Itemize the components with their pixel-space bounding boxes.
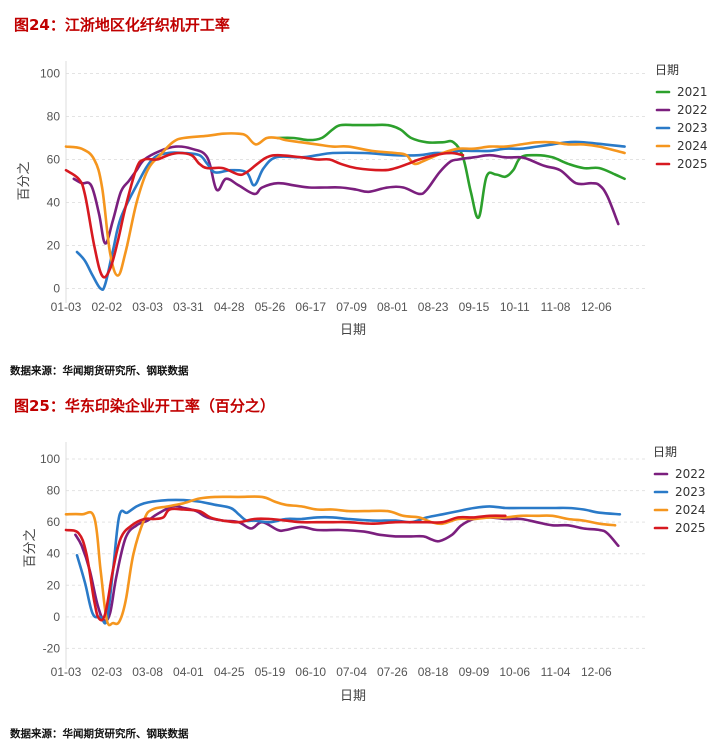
x-tick-label: 01-03: [51, 665, 82, 679]
x-axis-title: 日期: [340, 689, 366, 704]
legend-label-2022: 2022: [675, 467, 706, 481]
x-tick-label: 09-09: [459, 665, 490, 679]
x-tick-label: 03-08: [132, 665, 163, 679]
series-line-2022: [74, 504, 620, 623]
x-tick-label: 09-15: [459, 300, 490, 314]
x-tick-label: 04-25: [214, 665, 245, 679]
legend-title: 日期: [653, 445, 677, 459]
x-tick-label: 04-28: [214, 300, 245, 314]
y-tick-label: 0: [53, 610, 60, 624]
y-tick-label: 80: [47, 109, 61, 123]
series-line-2022: [72, 145, 620, 245]
y-tick-label: 40: [47, 196, 61, 210]
chart2-plot: -20 0 20 40 60 80 100 01-03 02-03 03-08 04-01 04-25…: [23, 442, 706, 704]
x-tick-label: 12-06: [581, 300, 612, 314]
x-tick-label: 07-04: [336, 665, 367, 679]
y-tick-label: 100: [40, 452, 60, 466]
series-line-2024: [64, 495, 617, 627]
y-tick-label: 60: [47, 515, 61, 529]
x-tick-label: 06-17: [295, 300, 326, 314]
x-tick-label: 08-23: [418, 300, 449, 314]
x-tick-label: 11-04: [541, 665, 571, 679]
series-line-2024: [64, 132, 626, 277]
series-line-2025: [64, 151, 465, 279]
legend-label-2023: 2023: [677, 121, 708, 135]
y-tick-label: 40: [47, 547, 61, 561]
y-tick-label: 0: [53, 282, 60, 296]
x-tick-label: 08-01: [377, 300, 408, 314]
legend-label-2024: 2024: [677, 139, 708, 153]
x-tick-label: 12-06: [581, 665, 612, 679]
x-tick-label: 10-11: [500, 300, 530, 314]
x-tick-label: 08-18: [418, 665, 449, 679]
y-tick-label: 80: [47, 484, 61, 498]
x-tick-label: 07-26: [377, 665, 408, 679]
y-tick-label: 20: [47, 239, 61, 253]
series-line-2025: [64, 507, 507, 622]
chart2-source: 数据来源：华闻期货研究所、钢联数据: [10, 728, 189, 740]
chart2-title: 图25：华东印染企业开工率（百分之）: [14, 397, 275, 415]
series-line-2021: [276, 123, 626, 220]
x-tick-label: 01-03: [51, 300, 82, 314]
legend-label-2021: 2021: [677, 85, 708, 99]
y-tick-label: 100: [40, 66, 60, 80]
x-axis-title: 日期: [340, 323, 366, 338]
y-axis-title: 百分之: [23, 528, 38, 567]
x-tick-label: 05-26: [255, 300, 286, 314]
x-tick-label: 04-01: [173, 665, 204, 679]
x-tick-label: 02-03: [91, 665, 122, 679]
y-tick-label: 60: [47, 152, 61, 166]
chart1-source: 数据来源：华闻期货研究所、钢联数据: [10, 365, 189, 377]
legend-label-2024: 2024: [675, 503, 706, 517]
x-tick-label: 06-10: [295, 665, 326, 679]
x-tick-label: 03-03: [132, 300, 163, 314]
legend-title: 日期: [655, 63, 679, 77]
legend-label-2025: 2025: [677, 157, 708, 171]
y-tick-label: -20: [43, 641, 61, 655]
x-tick-label: 02-02: [91, 300, 122, 314]
x-tick-label: 03-31: [173, 300, 204, 314]
series-line-2023: [75, 140, 626, 291]
legend-label-2025: 2025: [675, 521, 706, 535]
x-tick-label: 07-09: [336, 300, 367, 314]
chart1-plot: 0 20 40 60 80 100 01-03 02-02 03-03 03-31 04-28 05-…: [17, 61, 708, 338]
x-tick-label: 10-06: [499, 665, 530, 679]
y-tick-label: 20: [47, 578, 61, 592]
chart1-title: 图24：江浙地区化纤织机开工率: [14, 16, 230, 34]
x-tick-label: 05-19: [255, 665, 286, 679]
legend-label-2023: 2023: [675, 485, 706, 499]
y-axis-title: 百分之: [17, 161, 32, 200]
x-tick-label: 11-08: [541, 300, 571, 314]
legend-label-2022: 2022: [677, 103, 708, 117]
